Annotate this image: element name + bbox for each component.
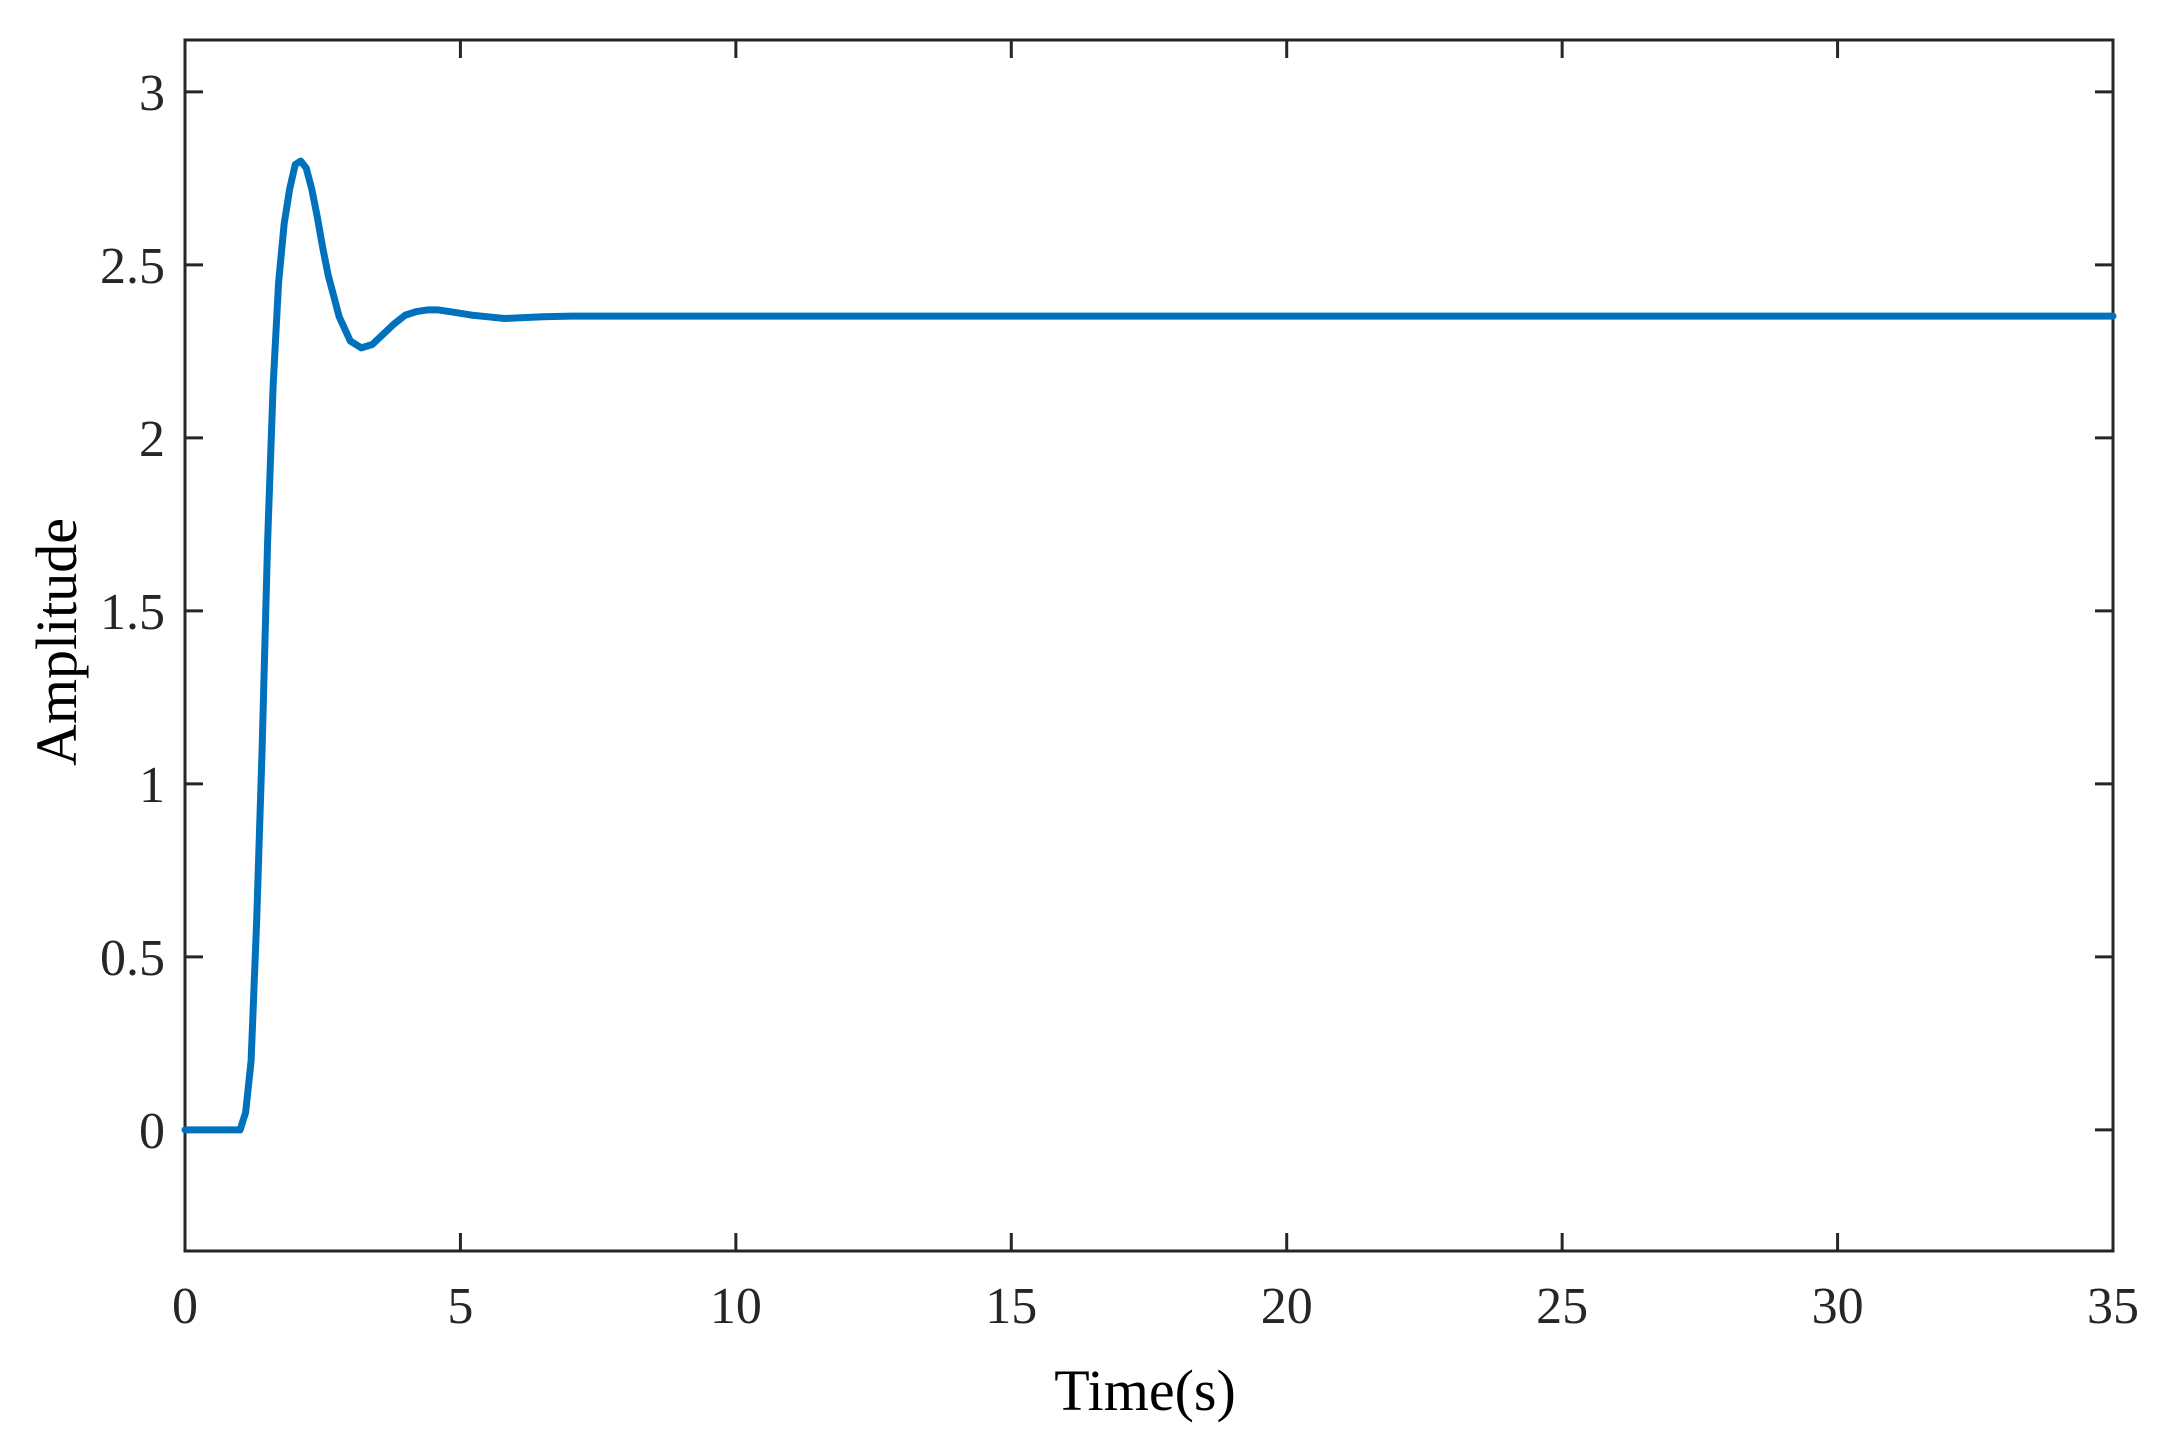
series-line: [181, 157, 2117, 1134]
x-tick-label: 25: [1536, 1278, 1588, 1335]
y-tick-label: 0.5: [100, 930, 165, 987]
plot-frame: [183, 38, 2115, 1253]
x-axis-ticks: 0 5 10 15 20 25 30 35: [172, 40, 2139, 1335]
y-tick-label: 2.5: [100, 238, 165, 295]
y-tick-label: 0: [139, 1103, 165, 1160]
x-axis-label: Time(s): [1054, 1358, 1236, 1423]
x-tick-label: 10: [710, 1278, 762, 1335]
x-tick-label: 20: [1261, 1278, 1313, 1335]
x-tick-label: 0: [172, 1278, 198, 1335]
y-tick-label: 3: [139, 65, 165, 122]
series-layer: [181, 157, 2117, 1134]
x-tick-label: 5: [447, 1278, 473, 1335]
y-tick-label: 2: [139, 411, 165, 468]
x-tick-label: 15: [985, 1278, 1037, 1335]
y-axis-ticks: 0 0.5 1 1.5 2 2.5 3: [100, 65, 2113, 1160]
x-tick-label: 30: [1812, 1278, 1864, 1335]
y-axis-label: Amplitude: [24, 518, 89, 766]
y-tick-label: 1.5: [100, 584, 165, 641]
x-tick-label: 35: [2087, 1278, 2139, 1335]
plot-box: [183, 38, 2115, 1253]
y-tick-label: 1: [139, 757, 165, 814]
